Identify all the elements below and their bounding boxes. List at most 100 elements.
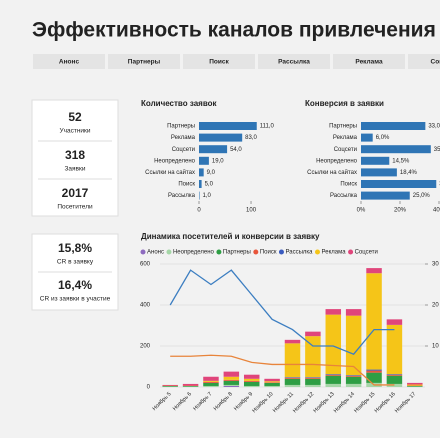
tab[interactable] (33, 54, 105, 69)
x-tick-label: Ноябрь 6 (172, 391, 193, 412)
x-tick-label: 20% (394, 208, 407, 214)
bar-segment (345, 375, 362, 376)
bar-segment (284, 339, 301, 344)
bar-segment (325, 375, 342, 384)
legend-label: Анонс (147, 250, 164, 256)
category-label: Партнеры (329, 124, 357, 130)
category-label: Рассылка (330, 193, 358, 199)
value-label: 19,0 (212, 158, 224, 164)
line-series (170, 354, 395, 386)
kpi-value: 16,4% (58, 278, 92, 292)
value-label: 9,0 (207, 170, 216, 176)
value-label: 111,0 (260, 124, 275, 130)
tab[interactable] (408, 54, 440, 69)
bar-segment (407, 384, 423, 386)
bar-segment (345, 315, 362, 376)
x-tick-label: Ноябрь 12 (292, 391, 315, 414)
category-label: Соцсети (334, 147, 357, 153)
legend-label: Поиск (260, 250, 277, 256)
tab-label: Реклама (355, 59, 383, 66)
bar-segment (223, 379, 240, 381)
bar-segment (345, 309, 362, 316)
y-tick-label: 400 (140, 303, 151, 309)
bar-segment (264, 385, 280, 387)
legend-swatch (216, 249, 222, 255)
x-tick-label: 40% (433, 208, 440, 214)
category-label: Неопределено (154, 158, 196, 164)
tab[interactable] (183, 54, 255, 69)
y2-tick-label: 30 (432, 262, 439, 268)
bar-segment (223, 371, 240, 377)
bar-segment (243, 378, 260, 381)
chart-title: Количество заявок (141, 99, 218, 108)
bar (199, 191, 200, 200)
bar-segment (366, 268, 382, 274)
x-tick-label: Ноябрь 8 (213, 391, 234, 412)
bar (361, 133, 373, 142)
y2-tick-label: 20 (432, 303, 439, 309)
value-label: 1,0 (203, 193, 212, 199)
value-label: 14,5% (392, 158, 410, 164)
value-label: 25,0% (413, 193, 431, 199)
kpi-value: 15,8% (58, 241, 92, 255)
bar-segment (264, 382, 280, 386)
y-tick-label: 0 (147, 385, 151, 391)
bar-segment (325, 374, 342, 375)
page-title: Эффективность каналов привлечения (32, 19, 436, 42)
bar-segment (203, 380, 219, 382)
bar-segment (366, 372, 382, 383)
chart-title: Конверсия в заявки (305, 99, 384, 108)
tab-label: Партнеры (128, 59, 161, 66)
bar-segment (407, 385, 423, 387)
chart-title: Динамика посетителей и конверсии в заявк… (141, 232, 320, 241)
value-label: 33,0% (428, 124, 440, 130)
legend-label: Партнеры (223, 250, 251, 256)
x-tick-label: Ноябрь 15 (353, 391, 376, 414)
kpi-label: Участники (59, 128, 90, 135)
tab[interactable] (333, 54, 405, 69)
bar-segment (264, 378, 280, 382)
bar-segment (284, 377, 301, 378)
legend-swatch (166, 249, 172, 255)
bar-segment (284, 378, 301, 385)
tab[interactable] (258, 54, 330, 69)
bar-segment (264, 381, 280, 383)
value-label: 35,8% (434, 147, 440, 153)
bar (199, 122, 257, 130)
category-label: Рассылка (168, 193, 196, 199)
bar-segment (203, 385, 219, 387)
category-label: Соцсети (172, 147, 195, 153)
kpi-value: 52 (68, 110, 82, 124)
value-label: 83,0 (245, 135, 257, 141)
tab[interactable] (108, 54, 180, 69)
x-tick-label: Ноябрь 17 (394, 391, 417, 414)
bar-segment (305, 331, 321, 337)
x-tick-label: Ноябрь 16 (374, 391, 397, 414)
category-label: Ссылки на сайтах (145, 169, 195, 176)
bar (361, 191, 410, 200)
bar-segment (203, 381, 219, 383)
value-label: 6,0% (376, 135, 390, 141)
bar-segment (325, 309, 342, 315)
kpi-label: Заявки (65, 166, 86, 173)
bar-segment (243, 374, 260, 379)
x-tick-label: Ноябрь 7 (192, 391, 213, 412)
bar (199, 156, 209, 165)
bar-segment (345, 375, 362, 377)
bar-segment (386, 375, 403, 384)
bar-segment (243, 380, 260, 382)
legend-label: Рассылка (285, 250, 313, 256)
x-tick-label: Ноябрь 10 (251, 391, 274, 414)
bar-segment (325, 374, 342, 376)
bar-segment (284, 343, 301, 378)
bar-segment (182, 385, 199, 387)
bar-segment (345, 376, 362, 384)
value-label: 18,4% (400, 170, 418, 176)
bar-segment (305, 377, 321, 378)
bar (361, 122, 426, 130)
bar (199, 168, 204, 177)
bar-segment (345, 383, 362, 387)
category-label: Партнеры (167, 124, 195, 130)
y2-tick-label: 10 (432, 344, 439, 350)
